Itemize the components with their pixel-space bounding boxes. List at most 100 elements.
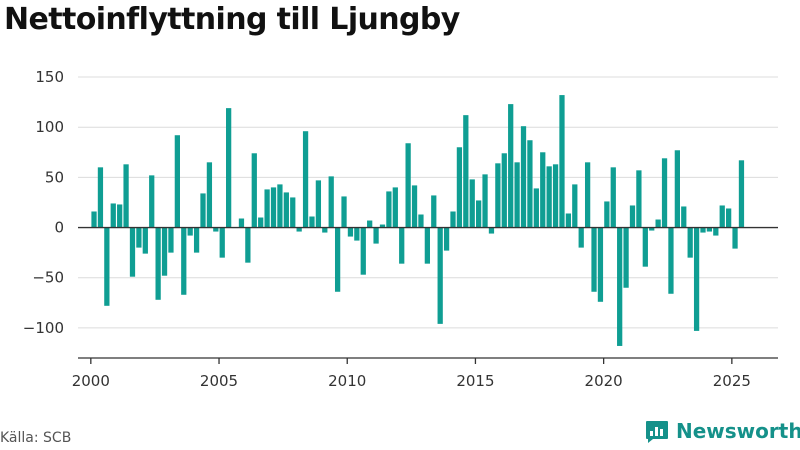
bar — [533, 188, 539, 228]
bar — [149, 175, 155, 228]
bar — [604, 201, 610, 228]
bar — [360, 227, 366, 275]
newsworthy-logo-icon — [646, 421, 668, 443]
bar — [245, 227, 251, 263]
y-tick-label: 150 — [35, 68, 64, 86]
bar — [206, 162, 213, 228]
bar — [629, 205, 636, 228]
bar — [456, 147, 463, 228]
bar — [431, 195, 437, 228]
bar — [508, 104, 514, 228]
y-tick-labels: 150 100 50 0 −50 −100 — [23, 68, 64, 337]
bar — [123, 164, 129, 228]
bar — [610, 167, 616, 228]
bar — [418, 214, 424, 228]
bar — [91, 211, 97, 228]
bar — [540, 152, 546, 228]
bar — [136, 227, 142, 248]
bar — [334, 227, 341, 292]
bar — [713, 227, 719, 236]
bar — [277, 184, 283, 228]
x-tick-labels: 2000 2005 2010 2015 2020 2025 — [72, 372, 751, 390]
bar — [649, 227, 655, 231]
brand-name: Newsworthy — [676, 419, 800, 443]
bar — [552, 164, 559, 228]
bar — [591, 227, 597, 292]
bar — [584, 162, 591, 228]
bar — [379, 224, 386, 228]
bar — [283, 192, 289, 228]
bar — [187, 227, 193, 236]
bar — [546, 166, 552, 228]
y-tick-label: 50 — [45, 168, 64, 186]
bar — [258, 217, 264, 228]
y-tick-label: 0 — [54, 219, 64, 237]
y-tick-label: −100 — [23, 319, 64, 337]
bar — [527, 140, 533, 228]
bar — [200, 193, 206, 228]
bar — [97, 167, 104, 228]
bar — [302, 131, 309, 228]
bar — [354, 227, 360, 241]
bar — [674, 150, 680, 228]
bar — [495, 163, 501, 228]
bar — [104, 227, 110, 306]
bar — [347, 227, 354, 237]
bar — [411, 185, 418, 228]
bar — [264, 189, 270, 228]
x-tick-label: 2000 — [72, 372, 110, 390]
bar — [476, 200, 482, 228]
brand-logo[interactable]: Newsworthy — [644, 418, 800, 444]
x-tick-label: 2020 — [585, 372, 623, 390]
bar — [322, 227, 328, 233]
bar — [213, 227, 219, 232]
bar — [693, 227, 700, 331]
y-tick-label: 100 — [35, 118, 64, 136]
bar — [129, 227, 136, 277]
bar — [161, 227, 168, 276]
bar — [437, 227, 443, 324]
bar — [520, 126, 527, 228]
bar — [270, 187, 277, 228]
bar — [142, 227, 148, 254]
bar — [578, 227, 584, 248]
bar — [488, 227, 495, 234]
bar — [399, 227, 405, 264]
chart-title: Nettoinflyttning till Ljungby — [4, 2, 460, 37]
bar — [681, 206, 687, 228]
bar — [117, 204, 123, 228]
x-tick-label: 2015 — [456, 372, 494, 390]
bar — [290, 197, 296, 228]
bar — [168, 227, 174, 253]
bar — [219, 227, 225, 258]
source-note: Källa: SCB — [0, 430, 72, 446]
bar — [617, 227, 623, 346]
bar — [572, 184, 578, 228]
bar — [296, 227, 302, 232]
bar — [469, 179, 475, 228]
bar — [328, 176, 334, 228]
bar — [424, 227, 430, 264]
bar — [405, 143, 411, 228]
bar — [636, 170, 642, 228]
bar — [110, 203, 116, 228]
bar — [386, 191, 392, 228]
bar — [482, 174, 488, 228]
bar — [450, 211, 456, 228]
bar — [315, 180, 322, 228]
bar — [392, 187, 398, 228]
bar — [226, 108, 232, 228]
bar — [642, 227, 648, 267]
x-tick-label: 2005 — [200, 372, 238, 390]
x-tick-label: 2025 — [713, 372, 751, 390]
bar — [738, 160, 745, 228]
bar — [700, 227, 706, 233]
axes — [78, 226, 778, 364]
bar — [373, 227, 379, 244]
bar — [706, 227, 713, 232]
bar — [193, 227, 200, 253]
bar — [726, 208, 732, 228]
bar — [501, 153, 507, 228]
bar — [309, 216, 315, 228]
bar — [367, 220, 373, 228]
